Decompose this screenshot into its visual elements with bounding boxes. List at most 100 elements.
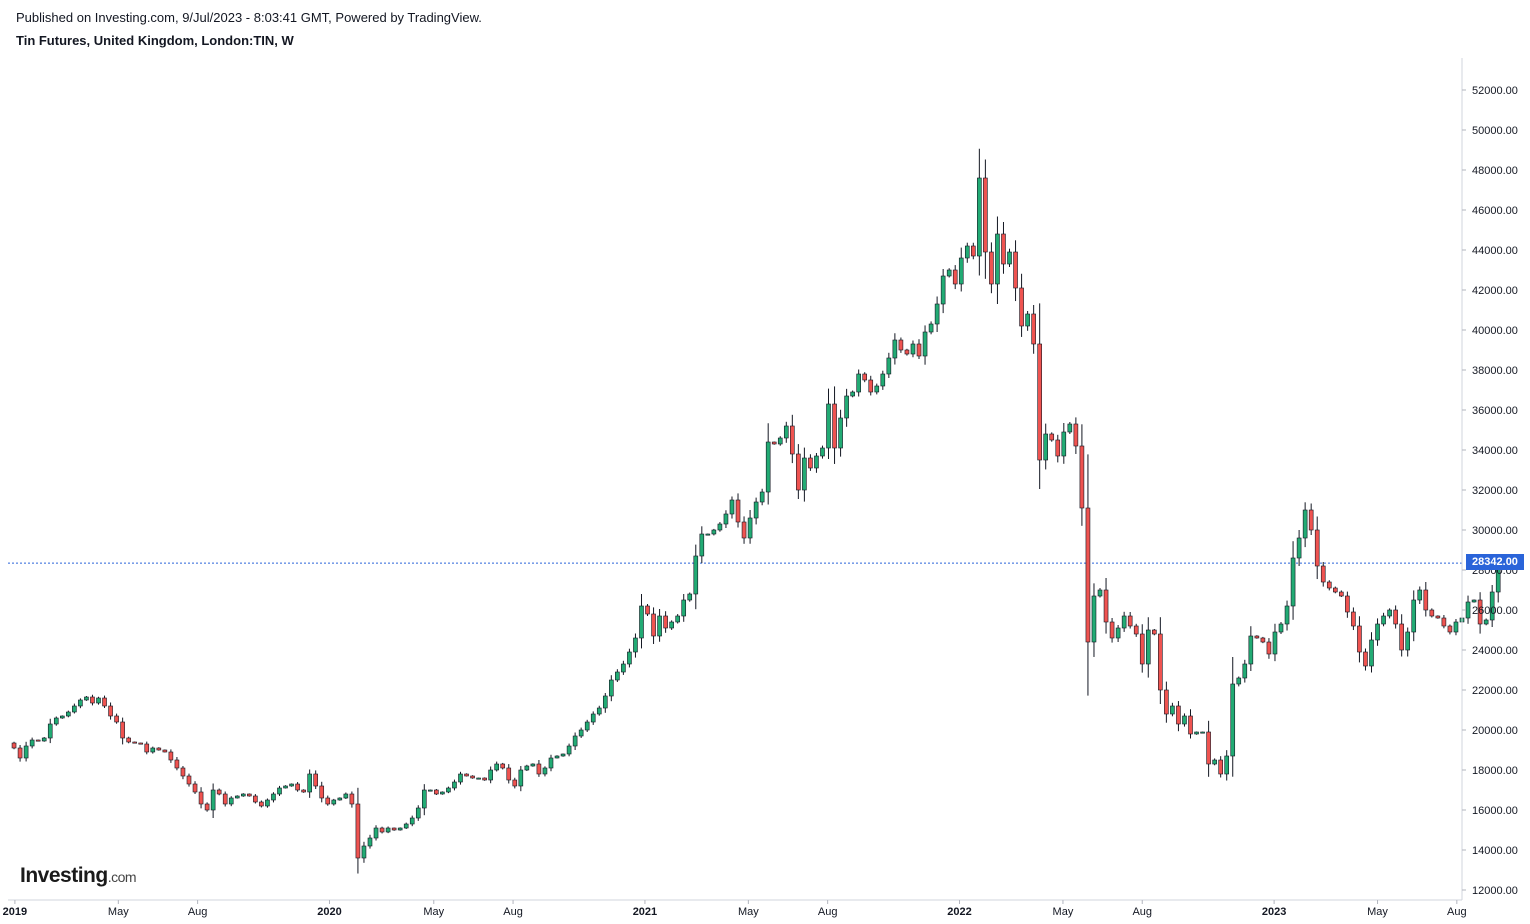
candle[interactable] [783,421,789,443]
candle[interactable] [1266,638,1272,659]
candle[interactable] [295,782,300,792]
candle[interactable] [1417,586,1423,605]
candle[interactable] [283,785,288,789]
candle[interactable] [1121,611,1127,632]
candle[interactable] [904,348,910,356]
candle[interactable] [500,762,506,770]
candle[interactable] [53,716,59,726]
candle[interactable] [892,333,898,365]
candle[interactable] [234,795,240,799]
candle[interactable] [717,522,723,532]
candle[interactable] [1218,756,1223,778]
candle[interactable] [1037,303,1042,489]
candle[interactable] [458,771,463,785]
candle[interactable] [23,741,29,762]
candle[interactable] [1357,616,1362,663]
candle[interactable] [343,792,349,800]
candle[interactable] [995,216,1000,305]
candle[interactable] [84,696,89,701]
candle[interactable] [59,715,65,719]
candle[interactable] [385,826,391,834]
candle[interactable] [90,694,95,706]
candle[interactable] [578,727,584,738]
candle[interactable] [663,611,668,633]
candle[interactable] [138,742,144,745]
candle[interactable] [1278,622,1284,634]
candle[interactable] [705,533,711,536]
candle[interactable] [108,702,113,720]
candle[interactable] [464,773,469,777]
candle[interactable] [687,592,693,602]
candle[interactable] [814,453,819,473]
candle[interactable] [958,247,964,292]
candle[interactable] [1453,619,1459,636]
candle[interactable] [1447,624,1453,635]
candle[interactable] [150,746,156,754]
candle[interactable] [548,754,554,772]
candle[interactable] [349,791,355,808]
candle[interactable] [494,761,499,772]
candle[interactable] [1387,608,1392,619]
candle[interactable] [428,789,433,792]
candle[interactable] [838,409,843,457]
candle[interactable] [367,834,373,849]
candle[interactable] [910,340,916,358]
candle[interactable] [723,510,729,528]
candle[interactable] [265,798,270,808]
candle[interactable] [790,414,795,464]
candle[interactable] [1025,311,1030,331]
candle[interactable] [1254,635,1260,639]
candle[interactable] [1393,605,1398,629]
candle[interactable] [1188,709,1193,739]
candle[interactable] [1133,623,1139,637]
candle[interactable] [572,732,578,751]
candle[interactable] [693,544,699,610]
candle[interactable] [886,352,892,378]
candle[interactable] [1170,702,1175,717]
candle[interactable] [645,604,650,616]
candle[interactable] [1236,676,1242,687]
candle[interactable] [1314,516,1320,580]
candle[interactable] [639,594,644,649]
candle[interactable] [844,388,849,427]
candle[interactable] [1049,432,1055,442]
candle[interactable] [524,764,530,771]
candle[interactable] [1290,541,1296,620]
candle[interactable] [651,607,656,644]
candle[interactable] [47,718,53,744]
candle[interactable] [1363,648,1368,671]
candle[interactable] [753,497,759,525]
candle[interactable] [777,436,783,446]
candle[interactable] [983,159,988,279]
candle[interactable] [1085,454,1091,696]
candle[interactable] [952,265,958,290]
candle[interactable] [940,269,946,314]
candle[interactable] [1103,578,1109,634]
candle[interactable] [1212,758,1217,766]
candle[interactable] [180,766,186,780]
candle[interactable] [741,516,747,544]
candle[interactable] [1381,612,1386,627]
candle[interactable] [934,296,940,333]
candle[interactable] [126,736,131,744]
candle[interactable] [1043,423,1049,470]
candle[interactable] [120,717,125,745]
candle[interactable] [802,447,807,502]
candle[interactable] [253,794,258,804]
candle[interactable] [403,822,409,829]
candle[interactable] [530,763,536,767]
candle[interactable] [1164,681,1169,723]
candle[interactable] [868,375,874,396]
candle[interactable] [114,713,119,724]
candle[interactable] [542,766,548,777]
candle[interactable] [747,510,753,544]
candle[interactable] [271,792,276,803]
candle[interactable] [1429,608,1435,618]
candle[interactable] [669,620,674,630]
candle[interactable] [29,737,35,749]
candle[interactable] [880,370,886,390]
candle[interactable] [1351,607,1356,631]
candle[interactable] [759,488,765,506]
candle[interactable] [1302,502,1308,548]
candle[interactable] [989,242,994,294]
